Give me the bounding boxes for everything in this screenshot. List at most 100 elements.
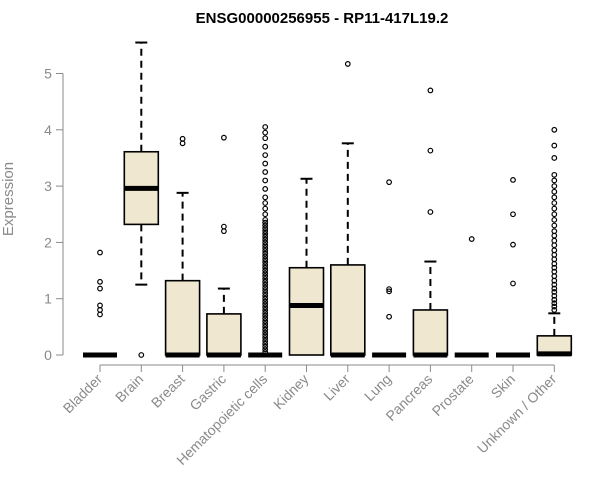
outlier-point: [262, 323, 269, 330]
outlier-point: [262, 304, 269, 311]
x-tick-label: Liver: [320, 371, 353, 404]
outlier-point: [262, 281, 269, 288]
outlier-point: [551, 307, 558, 313]
outlier-point: [97, 285, 103, 292]
outlier-point: [551, 188, 558, 195]
outlier-point: [262, 346, 269, 353]
outlier-point: [262, 177, 269, 184]
y-tick-label: 5: [44, 66, 52, 82]
outlier-point: [427, 147, 434, 154]
outlier-point: [97, 278, 103, 285]
x-tick-label: Kidney: [270, 371, 312, 413]
y-tick-label: 1: [44, 291, 52, 307]
outlier-point: [262, 315, 269, 322]
outlier-point: [262, 343, 269, 350]
outlier-point: [551, 281, 558, 288]
x-tick-label: Breast: [148, 371, 188, 411]
outlier-point: [262, 332, 269, 339]
outlier-point: [262, 329, 269, 336]
outlier-point: [262, 298, 269, 305]
outlier-point: [386, 313, 393, 320]
outlier-point: [262, 295, 269, 302]
outlier-point: [551, 303, 558, 310]
outlier-point: [344, 61, 351, 67]
box-unknown-other: [536, 126, 573, 357]
outlier-point: [262, 239, 269, 246]
x-tick-label: Prostate: [429, 371, 477, 419]
outlier-point: [262, 307, 269, 313]
boxes: [83, 41, 573, 358]
box-kidney: [288, 177, 325, 356]
outlier-point: [262, 152, 269, 159]
outlier-point: [551, 300, 558, 307]
axes: 0 1 2 3 4 5: [44, 66, 555, 372]
outlier-point: [97, 302, 103, 309]
outlier-point: [262, 236, 269, 243]
outlier-point: [386, 286, 393, 293]
box-iqr: [412, 309, 449, 356]
outlier-point: [262, 301, 269, 308]
outlier-point: [262, 262, 269, 268]
box-liver: [329, 61, 366, 358]
outlier-point: [262, 200, 269, 206]
outlier-point: [262, 270, 269, 277]
y-axis-label: Expression: [0, 162, 17, 236]
outlier-point: [551, 171, 558, 178]
outlier-point: [262, 253, 269, 260]
outlier-point: [220, 134, 227, 141]
box-brain: [123, 41, 160, 358]
outlier-point: [262, 264, 269, 271]
outlier-point: [262, 284, 269, 291]
outlier-point: [262, 129, 269, 136]
outlier-point: [262, 338, 269, 344]
y-tick-label: 0: [44, 347, 52, 363]
outlier-point: [262, 312, 269, 319]
outlier-point: [510, 177, 516, 183]
outlier-point: [551, 228, 558, 235]
y-tick-label: 4: [44, 122, 52, 138]
x-tick-label: Bladder: [60, 371, 106, 417]
box-gastric: [206, 134, 242, 358]
outlier-point: [262, 124, 269, 130]
outlier-point: [386, 288, 393, 295]
box-pancreas: [412, 87, 449, 358]
outlier-point: [551, 155, 558, 161]
outlier-point: [551, 296, 558, 303]
outlier-point: [262, 231, 269, 237]
outlier-point: [97, 249, 103, 256]
box-iqr: [288, 266, 325, 356]
outlier-point: [551, 211, 558, 218]
outlier-point: [262, 276, 269, 282]
outlier-point: [551, 177, 558, 184]
box-breast: [164, 135, 201, 358]
outlier-point: [510, 280, 516, 287]
outlier-point: [262, 135, 269, 142]
outlier-point: [262, 292, 269, 299]
outlier-point: [262, 219, 269, 226]
outlier-point: [551, 142, 558, 149]
box-iqr: [164, 279, 201, 356]
outlier-point: [262, 143, 269, 150]
outlier-point: [262, 211, 269, 218]
box-iqr: [206, 313, 242, 356]
outlier-point: [551, 194, 558, 201]
outlier-point: [262, 349, 269, 356]
outlier-point: [551, 183, 558, 190]
outlier-point: [262, 273, 269, 280]
outlier-point: [262, 245, 269, 251]
outlier-point: [262, 318, 269, 325]
outlier-point: [510, 241, 516, 248]
outlier-point: [262, 247, 269, 254]
outlier-point: [262, 169, 269, 175]
outlier-point: [262, 205, 269, 212]
x-tick-label: Skin: [488, 371, 519, 402]
box-iqr: [329, 264, 366, 356]
outlier-point: [262, 194, 269, 201]
outlier-point: [262, 326, 269, 333]
y-tick-label: 3: [44, 178, 52, 194]
outlier-point: [551, 292, 558, 299]
outlier-point: [427, 209, 434, 215]
outlier-point: [262, 186, 269, 192]
y-tick-label: 2: [44, 234, 52, 250]
